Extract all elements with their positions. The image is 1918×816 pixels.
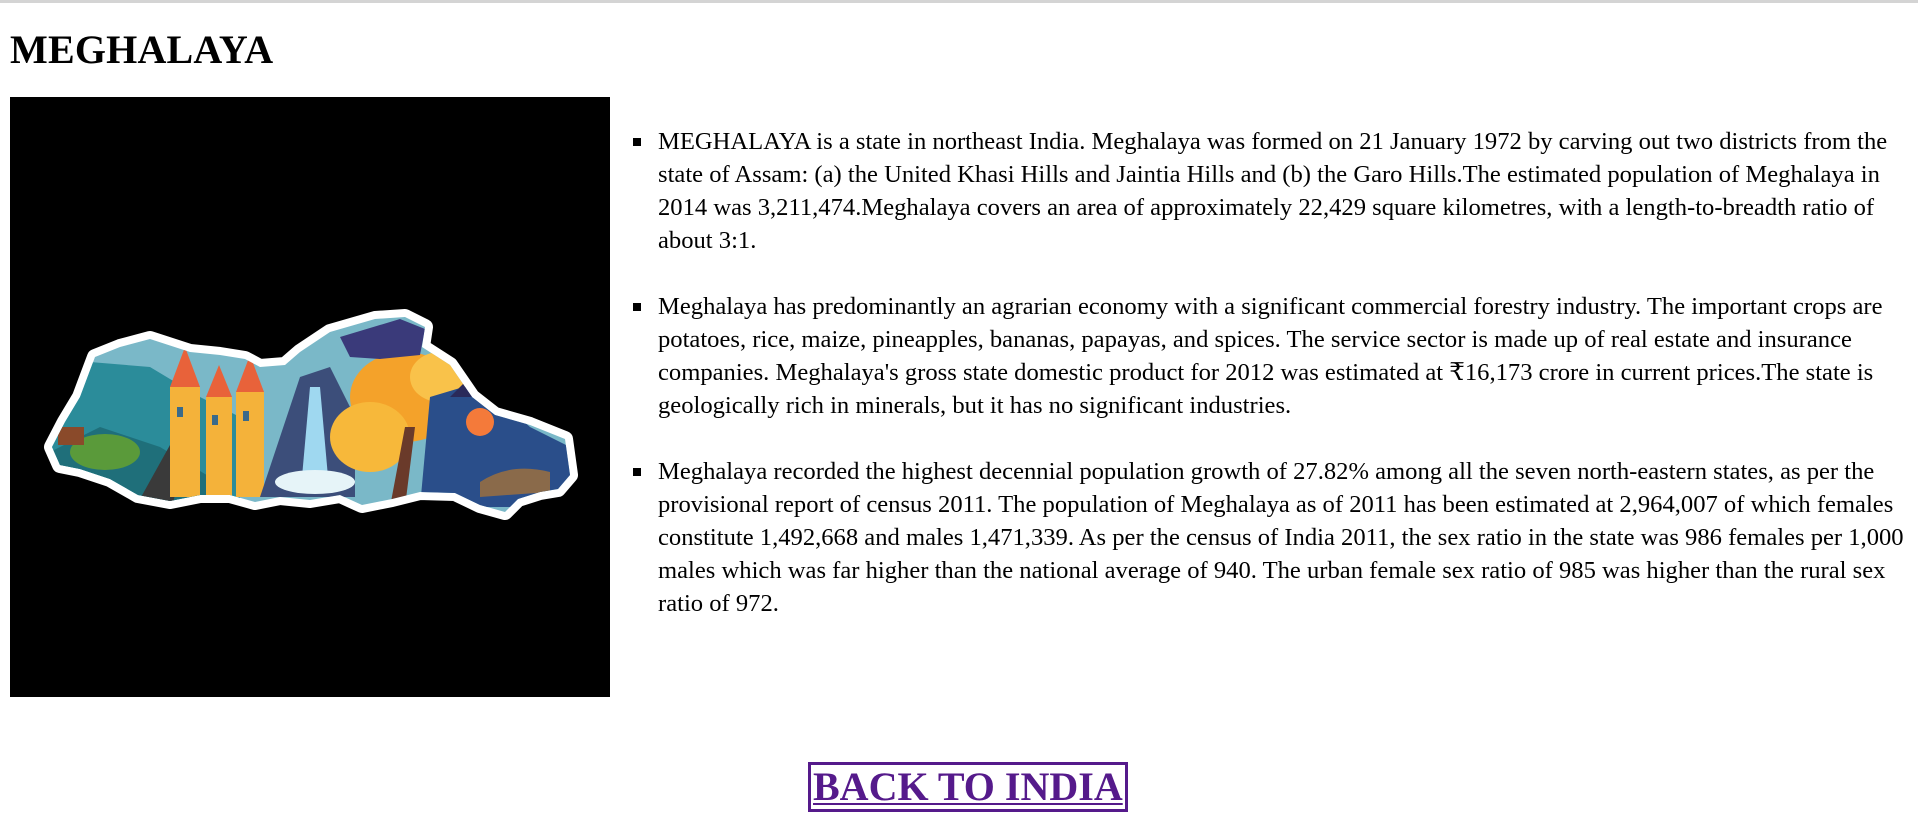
fact-text: Meghalaya recorded the highest decennial…	[658, 458, 1904, 617]
meghalaya-map-icon	[44, 309, 578, 520]
facts-list: MEGHALAYA is a state in northeast India.…	[633, 125, 1913, 653]
meghalaya-map-image	[10, 97, 610, 697]
square-bullet-icon	[633, 468, 641, 476]
fact-text: MEGHALAYA is a state in northeast India.…	[658, 128, 1888, 254]
square-bullet-icon	[633, 138, 641, 146]
list-item: Meghalaya has predominantly an agrarian …	[633, 290, 1913, 422]
page-title: MEGHALAYA	[10, 27, 274, 72]
list-item: Meghalaya recorded the highest decennial…	[633, 455, 1913, 620]
square-bullet-icon	[633, 303, 641, 311]
top-divider	[0, 0, 1918, 3]
list-item: MEGHALAYA is a state in northeast India.…	[633, 125, 1913, 257]
fact-text: Meghalaya has predominantly an agrarian …	[658, 293, 1883, 419]
back-to-india-link[interactable]: BACK TO INDIA	[808, 762, 1128, 812]
